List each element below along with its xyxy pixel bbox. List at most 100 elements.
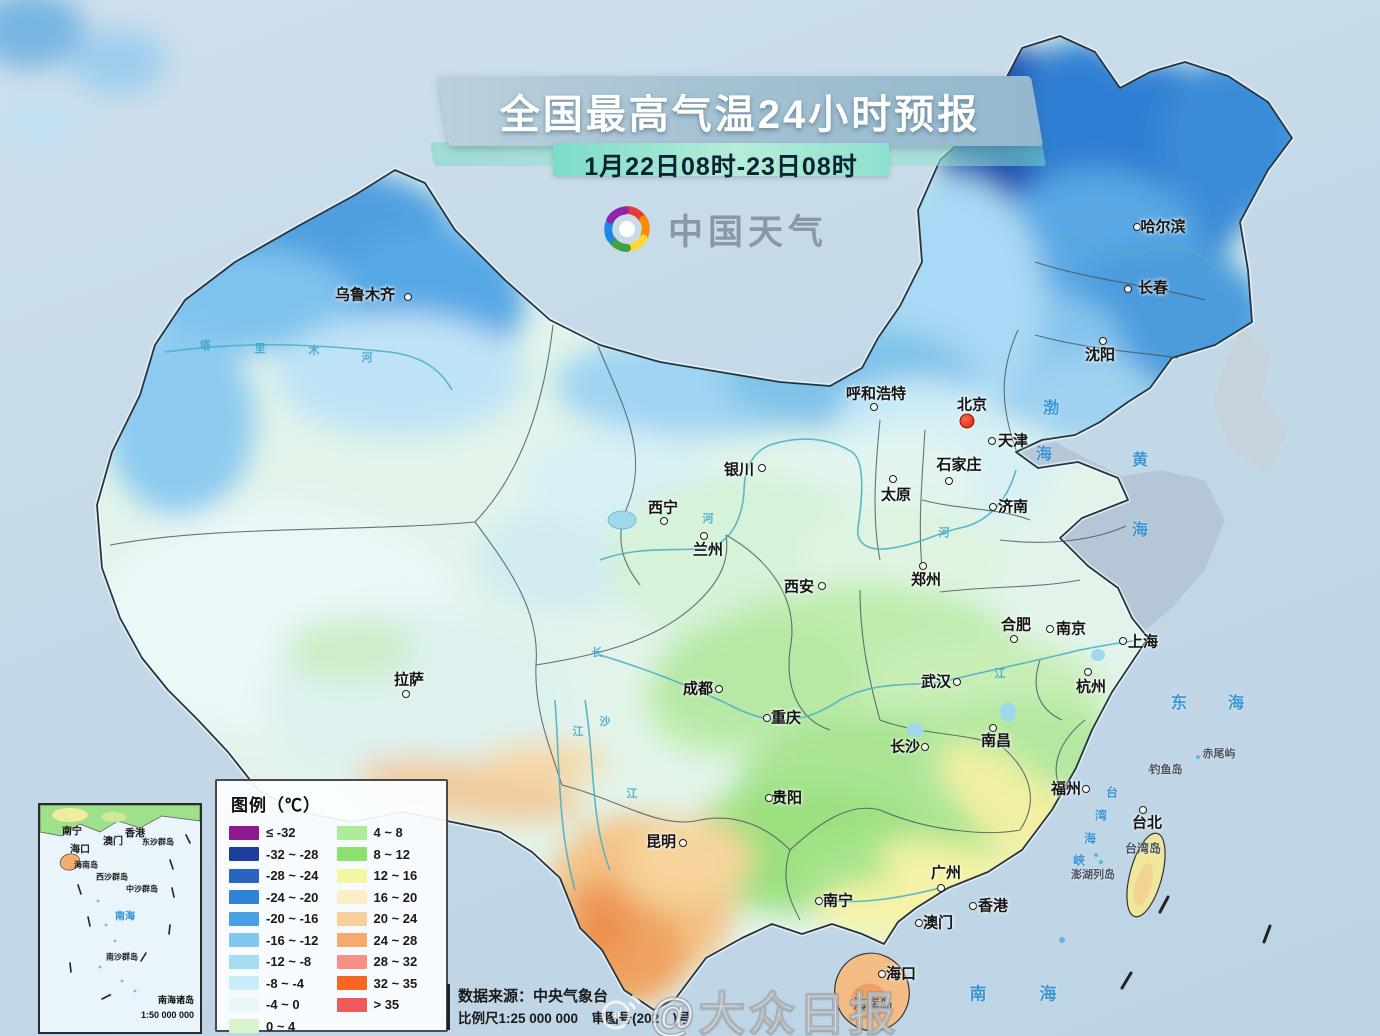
legend-label: > 35 [373,997,400,1013]
city-marker [969,902,977,910]
legend-swatch [336,825,367,840]
city-marker [1139,806,1147,814]
city-label: 贵阳 [771,789,803,807]
city-label: 长沙 [889,738,921,756]
river-label-char: 河 [938,527,950,539]
city-label: 太原 [880,486,912,504]
city-marker [818,582,826,590]
legend-row: 32 ~ 35 [336,973,437,995]
legend-label: 0 ~ 4 [266,1018,296,1034]
geo-label: 钓鱼岛 [1149,764,1183,776]
city-label: 成都 [682,680,714,698]
city-marker [989,503,997,511]
city-label: 呼和浩特 [845,385,907,403]
city-label: 哈尔滨 [1140,218,1186,236]
legend-swatch [336,890,367,905]
city-marker [1133,223,1141,231]
city-marker [715,685,723,693]
city-marker [953,678,961,686]
city-marker [915,919,923,927]
city-marker [758,464,766,472]
city-marker [945,477,953,485]
legend-swatch [336,933,367,948]
city-label: 天津 [997,432,1029,450]
city-marker [1082,785,1090,793]
legend-column-right: 4 ~ 8 8 ~ 12 12 ~ 16 16 ~ 20 20 ~ 24 24 ~ 28 2… [336,822,437,1036]
legend-swatch [336,997,367,1012]
legend-box: 图例（℃） ≤ -32 -32 ~ -28 -28 ~ -24 -24 ~ -20 -2… [215,779,448,1034]
inset-label: 澳门 [103,836,123,848]
river-label-char: 江 [626,788,638,800]
city-marker [1084,668,1092,676]
city-marker [878,970,886,978]
legend-label: ≤ -32 [266,825,296,841]
city-label: 合肥 [1000,616,1032,634]
legend-row: 8 ~ 12 [336,844,437,866]
legend-swatch [229,1019,259,1034]
legend-label: -4 ~ 0 [266,997,300,1013]
legend-label: -20 ~ -16 [266,911,319,927]
map-title: 全国最高气温24小时预报 [499,93,981,137]
city-marker [660,517,668,525]
legend-swatch [229,847,259,862]
city-label: 北京 [956,396,988,414]
inset-footer-title: 南海诸岛 [157,995,194,1005]
geo-label: 赤尾屿 [1202,748,1236,760]
river-label-char: 长 [591,647,603,659]
city-label: 杭州 [1075,678,1107,696]
city-label: 银川 [723,461,755,479]
city-label: 南京 [1055,620,1087,638]
city-label: 香港 [977,897,1009,915]
city-label: 长春 [1137,279,1169,297]
inset-map-art [40,805,200,1000]
legend-row: 12 ~ 16 [336,865,437,887]
legend-swatch [229,933,259,948]
river-label-char: 江 [572,726,584,738]
city-label: 昆明 [645,833,677,851]
sea-label-char: 台 [1105,785,1119,800]
legend-label: 12 ~ 16 [373,868,418,884]
legend-swatch [336,976,367,991]
south-china-sea-inset: 南宁 香港 澳门 海口 东沙群岛 海南岛 西沙群岛 中沙群岛 南沙群岛 南海 南海诸岛 1:50 … [38,803,202,1034]
legend-row: -8 ~ -4 [229,973,329,995]
legend-row: 20 ~ 24 [336,908,437,930]
city-label: 乌鲁木齐 [334,286,396,304]
legend-row: ≤ -32 [229,822,329,844]
watermark-text: @大众日报 [649,987,899,1036]
inset-label: 南沙群岛 [106,952,138,962]
city-marker [988,437,996,445]
legend-row: -28 ~ -24 [229,865,329,887]
river-label-char: 塔 [199,340,211,352]
legend-row: 28 ~ 32 [336,951,437,973]
city-label: 西宁 [647,499,679,517]
city-marker [1124,285,1132,293]
city-label: 石家庄 [936,456,982,474]
legend-label: 20 ~ 24 [373,911,418,927]
city-label: 郑州 [910,571,942,589]
city-label: 重庆 [770,709,802,727]
legend-label: 16 ~ 20 [373,889,418,905]
city-label: 兰州 [692,541,724,559]
city-marker [870,403,878,411]
river-label-char: 沙 [599,716,611,728]
city-marker [679,839,687,847]
sea-label-char: 湾 [1094,808,1108,823]
inset-label: 西沙群岛 [96,872,128,882]
city-marker [1119,637,1127,645]
legend-row: 24 ~ 28 [336,930,437,952]
legend-swatch [229,825,259,840]
sea-label-char: 海 [1039,984,1057,1004]
legend-row: -32 ~ -28 [229,844,329,866]
legend-swatch [229,976,259,991]
city-label: 福州 [1050,780,1082,798]
weibo-icon [601,994,642,1030]
city-marker [919,562,927,570]
legend-row: > 35 [336,994,437,1016]
legend-swatch [229,954,259,969]
legend-title: 图例（℃） [231,796,321,815]
river-label-char: 木 [308,345,320,357]
geo-label: 台湾岛 [1124,841,1162,856]
legend-swatch [336,868,367,883]
river-label-char: 河 [702,513,714,525]
